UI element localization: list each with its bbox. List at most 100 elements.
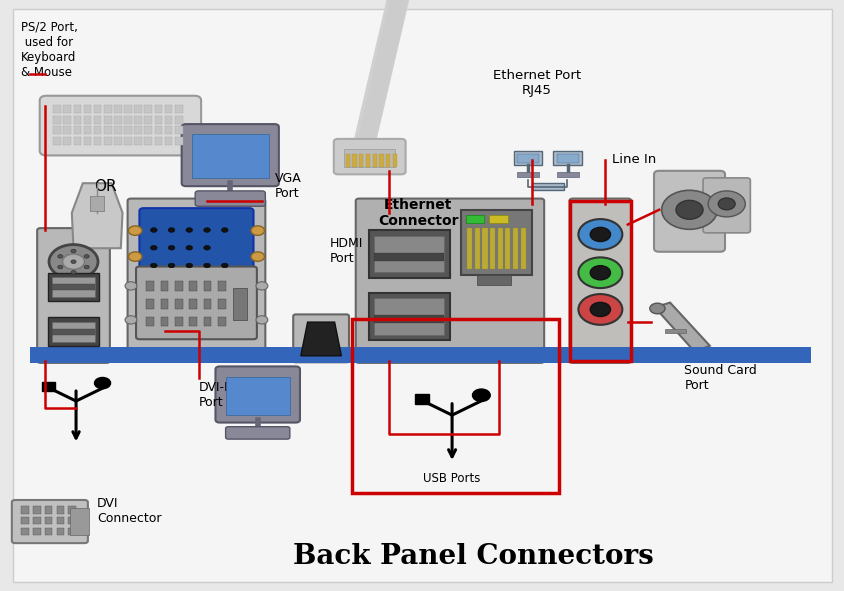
Bar [57, 506, 64, 514]
Circle shape [577, 258, 622, 288]
Bar [134, 116, 142, 124]
Bar [569, 201, 630, 361]
Bar [134, 105, 142, 113]
Bar [225, 377, 289, 415]
Bar [104, 116, 111, 124]
Bar [192, 134, 268, 178]
Polygon shape [72, 183, 122, 248]
Bar [505, 228, 510, 269]
Text: iPart.com © 2013: iPart.com © 2013 [371, 270, 452, 280]
Bar [52, 284, 95, 290]
Bar [175, 105, 182, 113]
Bar [497, 228, 502, 269]
Bar [84, 137, 91, 145]
Bar [94, 137, 101, 145]
Bar [114, 126, 122, 134]
Bar [386, 154, 390, 167]
Text: VGA
Port: VGA Port [274, 172, 301, 200]
Circle shape [707, 191, 744, 217]
Circle shape [256, 282, 268, 290]
Circle shape [649, 303, 664, 314]
Bar [104, 137, 111, 145]
Bar [189, 317, 197, 326]
Polygon shape [300, 322, 341, 356]
Circle shape [661, 190, 717, 229]
Bar [21, 506, 29, 514]
Bar [73, 116, 81, 124]
Circle shape [168, 263, 175, 268]
FancyBboxPatch shape [293, 314, 349, 362]
Bar [124, 116, 132, 124]
Bar [52, 277, 95, 297]
Bar [45, 517, 52, 524]
Bar [68, 528, 76, 535]
Bar [175, 299, 182, 309]
Text: DVI-D
Port: DVI-D Port [198, 381, 234, 409]
Bar [146, 299, 154, 309]
Text: PS/2 Port,
 used for
Keyboard
& Mouse: PS/2 Port, used for Keyboard & Mouse [21, 21, 78, 79]
Circle shape [186, 228, 192, 232]
Circle shape [168, 228, 175, 232]
Circle shape [128, 252, 142, 261]
Bar [42, 382, 55, 391]
Bar [53, 116, 61, 124]
Bar [154, 116, 162, 124]
Bar [664, 329, 685, 333]
Bar [165, 116, 172, 124]
Bar [489, 215, 507, 223]
Bar [53, 105, 61, 113]
Bar [48, 317, 99, 346]
Bar [63, 137, 71, 145]
Bar [84, 126, 91, 134]
Bar [474, 228, 479, 269]
Bar [175, 137, 182, 145]
Circle shape [125, 316, 137, 324]
Circle shape [150, 245, 157, 250]
Bar [374, 236, 444, 272]
Bar [104, 126, 111, 134]
Bar [467, 228, 472, 269]
Circle shape [84, 255, 89, 258]
Bar [556, 154, 578, 163]
Bar [134, 137, 142, 145]
Bar [57, 528, 64, 535]
Circle shape [150, 228, 157, 232]
Bar [218, 281, 225, 291]
FancyBboxPatch shape [702, 178, 749, 233]
FancyBboxPatch shape [40, 96, 201, 155]
Bar [63, 126, 71, 134]
Circle shape [84, 265, 89, 269]
Text: DVI
Connector: DVI Connector [97, 497, 161, 525]
Bar [154, 105, 162, 113]
Bar [90, 196, 104, 211]
Circle shape [577, 219, 622, 250]
Circle shape [251, 226, 264, 235]
Bar [73, 137, 81, 145]
Bar [414, 394, 429, 404]
Bar [165, 105, 172, 113]
Bar [477, 275, 511, 285]
Bar [68, 517, 76, 524]
Bar [369, 293, 449, 340]
Bar [63, 105, 71, 113]
Bar [165, 137, 172, 145]
FancyBboxPatch shape [181, 124, 279, 186]
FancyBboxPatch shape [136, 267, 257, 339]
FancyBboxPatch shape [333, 139, 405, 174]
Bar [203, 281, 211, 291]
Bar [57, 517, 64, 524]
Bar [94, 126, 101, 134]
Bar [517, 172, 538, 177]
Bar [513, 151, 542, 165]
Bar [553, 151, 582, 165]
Bar [154, 137, 162, 145]
Bar [165, 126, 172, 134]
Bar [520, 228, 525, 269]
Bar [63, 116, 71, 124]
FancyBboxPatch shape [139, 208, 253, 279]
Text: OR: OR [95, 178, 116, 194]
Bar [482, 228, 487, 269]
Bar [21, 528, 29, 535]
Circle shape [57, 255, 62, 258]
Bar [52, 322, 95, 342]
